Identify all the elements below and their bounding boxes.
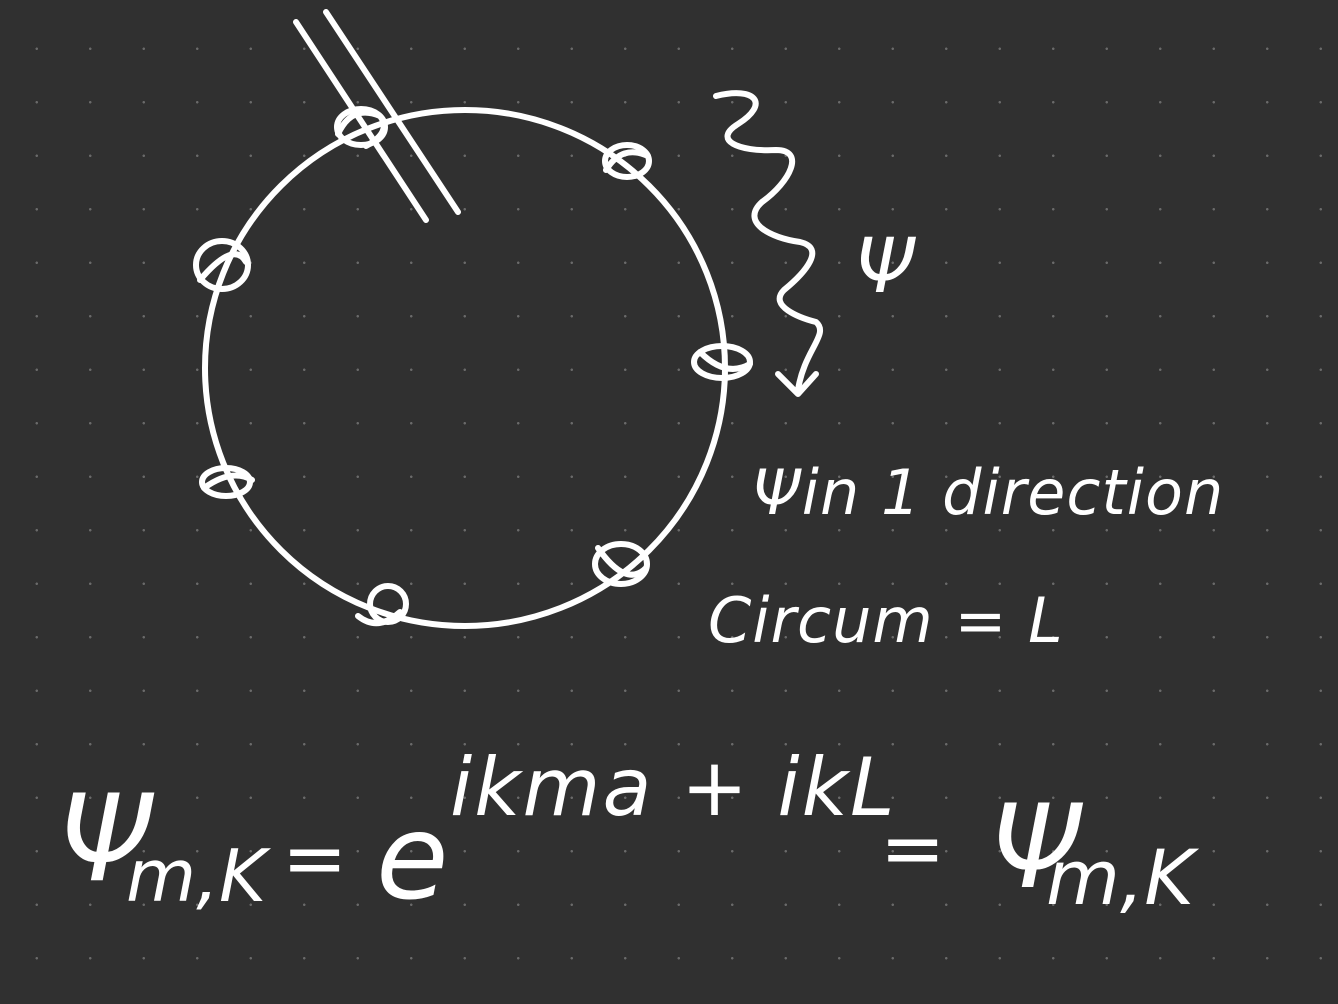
equation-exponent: ikma + ikL (450, 741, 897, 834)
equation-lhs-subscript: m,K (126, 834, 267, 918)
atom-right (691, 343, 753, 381)
atom-lower-right (592, 541, 650, 587)
equation-equals-1: = (282, 814, 348, 904)
wave-arrowhead (775, 371, 819, 397)
bond-line-1 (293, 19, 429, 223)
equation-exponential-base: e (376, 788, 449, 926)
atom-top-right (602, 142, 652, 180)
equation-equals-2: = (880, 804, 946, 894)
equation-rhs-psi: Ψ (990, 780, 1082, 915)
wave-psi-label: Ψ (855, 221, 915, 310)
atom-top (334, 106, 388, 149)
direction-note: Ψin 1 direction (752, 456, 1225, 529)
circumference-note: Circum = L (708, 584, 1064, 657)
atom-lower-left (199, 465, 255, 499)
atom-left (193, 238, 251, 292)
equation-rhs-subscript: m,K (1046, 833, 1195, 922)
ring (202, 107, 728, 629)
atom-bottom (355, 583, 409, 626)
wave-arrow (713, 90, 824, 393)
bond-line-2 (323, 9, 461, 215)
equation-lhs-psi: Ψ (58, 770, 153, 909)
